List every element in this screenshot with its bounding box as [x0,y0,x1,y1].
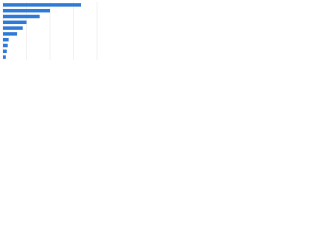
bar [3,8,50,13]
bar [3,37,9,42]
bar [3,26,23,30]
chart [2,2,98,60]
bar [3,43,8,48]
bar [3,55,6,59]
bar [3,20,27,25]
bar [3,14,40,19]
bar [3,3,82,7]
bar [3,32,18,36]
bar [3,49,7,54]
